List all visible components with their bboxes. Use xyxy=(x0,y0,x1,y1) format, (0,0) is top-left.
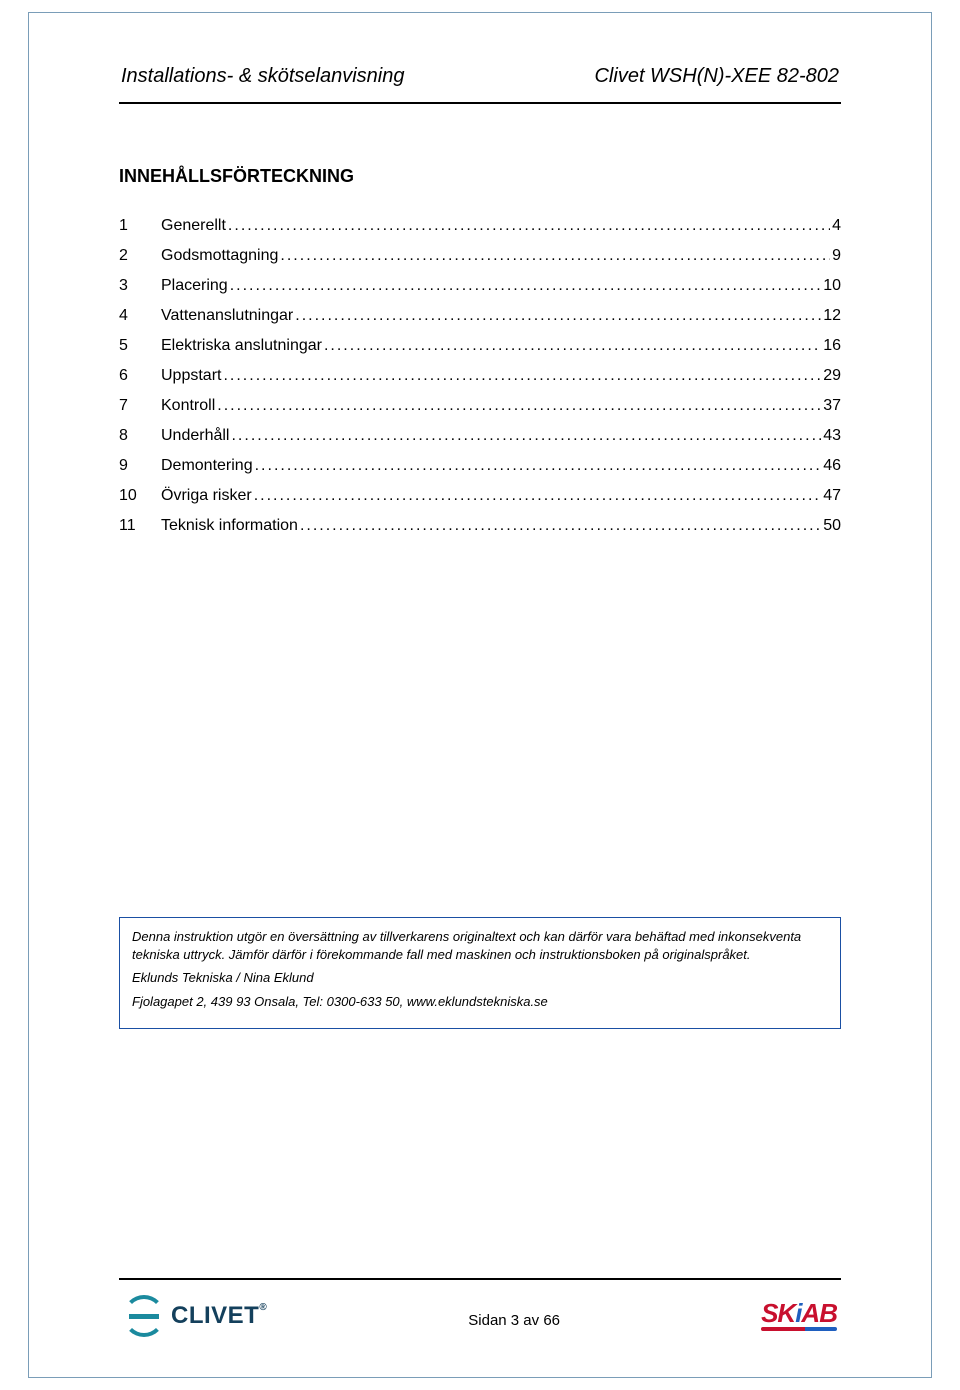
toc-number: 7 xyxy=(119,397,161,415)
table-of-contents: 1Generellt 4 2Godsmottagning 9 3Placering … xyxy=(119,217,841,547)
toc-label: Kontroll xyxy=(161,397,215,415)
toc-leader xyxy=(254,487,822,505)
toc-row: 7Kontroll 37 xyxy=(119,397,841,415)
toc-leader xyxy=(295,307,821,325)
clivet-logo: CLIVET® xyxy=(123,1301,267,1331)
toc-page: 50 xyxy=(823,517,841,535)
skiab-logo: SKiAB xyxy=(761,1300,837,1331)
toc-page: 4 xyxy=(832,217,841,235)
skiab-ab: AB xyxy=(801,1298,837,1328)
toc-label: Godsmottagning xyxy=(161,247,278,265)
toc-label: Generellt xyxy=(161,217,226,235)
note-author: Eklunds Tekniska / Nina Eklund xyxy=(132,969,828,987)
clivet-logo-text: CLIVET® xyxy=(171,1302,267,1330)
toc-number: 2 xyxy=(119,247,161,265)
toc-number: 11 xyxy=(119,517,161,535)
toc-page: 10 xyxy=(823,277,841,295)
toc-row: 9Demontering 46 xyxy=(119,457,841,475)
toc-page: 29 xyxy=(823,367,841,385)
toc-page: 12 xyxy=(823,307,841,325)
toc-label: Demontering xyxy=(161,457,253,475)
toc-leader xyxy=(300,517,821,535)
toc-leader xyxy=(228,217,830,235)
footer-rule xyxy=(119,1278,841,1280)
toc-row: 2Godsmottagning 9 xyxy=(119,247,841,265)
toc-number: 1 xyxy=(119,217,161,235)
toc-number: 10 xyxy=(119,487,161,505)
toc-page: 9 xyxy=(832,247,841,265)
footer-row: CLIVET® Sidan 3 av 66 SKiAB xyxy=(119,1300,841,1337)
skiab-sk: SK xyxy=(761,1298,795,1328)
toc-label: Teknisk information xyxy=(161,517,298,535)
toc-leader xyxy=(217,397,821,415)
toc-number: 8 xyxy=(119,427,161,445)
toc-page: 37 xyxy=(823,397,841,415)
toc-page: 43 xyxy=(823,427,841,445)
toc-leader xyxy=(230,277,822,295)
toc-number: 6 xyxy=(119,367,161,385)
toc-row: 10Övriga risker 47 xyxy=(119,487,841,505)
note-address: Fjolagapet 2, 439 93 Onsala, Tel: 0300-6… xyxy=(132,993,828,1011)
toc-row: 8Underhåll 43 xyxy=(119,427,841,445)
translation-note-box: Denna instruktion utgör en översättning … xyxy=(119,917,841,1029)
toc-label: Vattenanslutningar xyxy=(161,307,293,325)
note-paragraph: Denna instruktion utgör en översättning … xyxy=(132,928,828,963)
registered-icon: ® xyxy=(259,1302,267,1313)
page-footer: CLIVET® Sidan 3 av 66 SKiAB xyxy=(119,1268,841,1337)
page-header: Installations- & skötselanvisning Clivet… xyxy=(119,65,841,88)
clivet-mark-icon xyxy=(123,1301,165,1331)
clivet-word: CLIVET xyxy=(171,1302,259,1329)
toc-row: 6Uppstart 29 xyxy=(119,367,841,385)
toc-leader xyxy=(231,427,821,445)
toc-page: 46 xyxy=(823,457,841,475)
toc-label: Placering xyxy=(161,277,228,295)
header-left: Installations- & skötselanvisning xyxy=(121,65,404,88)
header-rule xyxy=(119,102,841,104)
document-page: Installations- & skötselanvisning Clivet… xyxy=(28,12,932,1378)
toc-row: 5Elektriska anslutningar 16 xyxy=(119,337,841,355)
toc-leader xyxy=(223,367,821,385)
toc-number: 9 xyxy=(119,457,161,475)
toc-number: 5 xyxy=(119,337,161,355)
toc-label: Övriga risker xyxy=(161,487,252,505)
toc-label: Underhåll xyxy=(161,427,229,445)
toc-row: 4Vattenanslutningar 12 xyxy=(119,307,841,325)
toc-row: 11Teknisk information 50 xyxy=(119,517,841,535)
toc-label: Elektriska anslutningar xyxy=(161,337,322,355)
header-right: Clivet WSH(N)-XEE 82-802 xyxy=(594,65,839,88)
toc-row: 3Placering 10 xyxy=(119,277,841,295)
toc-leader xyxy=(324,337,821,355)
toc-number: 4 xyxy=(119,307,161,325)
toc-page: 16 xyxy=(823,337,841,355)
toc-row: 1Generellt 4 xyxy=(119,217,841,235)
toc-leader xyxy=(255,457,822,475)
toc-label: Uppstart xyxy=(161,367,221,385)
page-number: Sidan 3 av 66 xyxy=(468,1312,560,1329)
toc-page: 47 xyxy=(823,487,841,505)
skiab-logo-text: SKiAB xyxy=(761,1300,837,1326)
toc-leader xyxy=(280,247,830,265)
skiab-underline-icon xyxy=(761,1327,837,1331)
toc-number: 3 xyxy=(119,277,161,295)
toc-title: INNEHÅLLSFÖRTECKNING xyxy=(119,166,841,187)
